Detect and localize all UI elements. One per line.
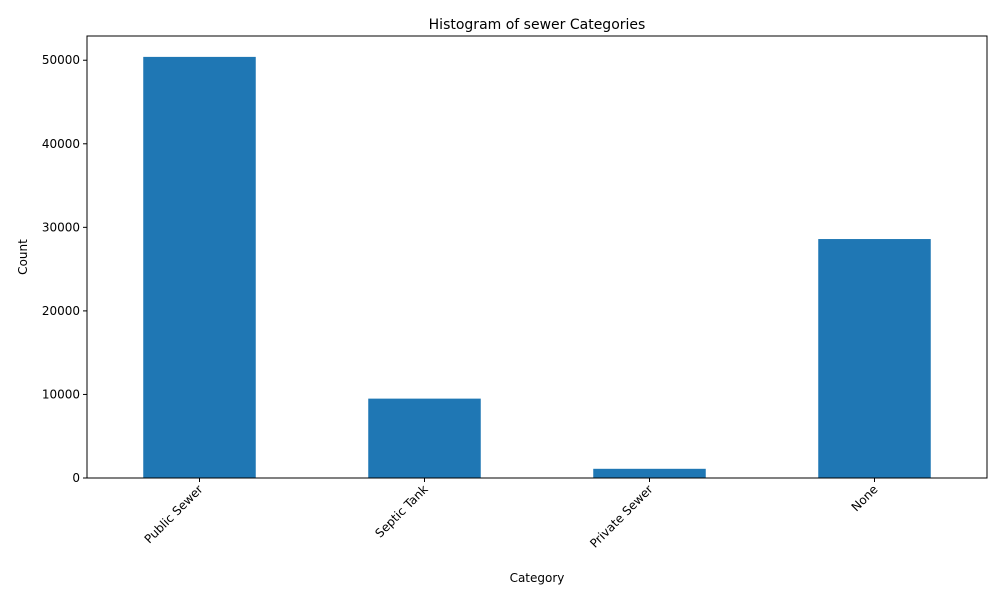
bars (143, 56, 931, 479)
x-axis-label: Category (510, 571, 565, 585)
y-axis-label: Count (16, 239, 30, 275)
y-tick-label: 20000 (42, 304, 80, 318)
y-tick-label: 50000 (42, 53, 80, 67)
y-tick-label: 30000 (42, 220, 80, 234)
y-tick-label: 0 (72, 471, 80, 485)
y-tick-label: 40000 (42, 137, 80, 151)
x-tick-label: Public Sewer (142, 482, 206, 546)
bar-none (818, 239, 931, 478)
x-axis: Public Sewer Septic Tank Private Sewer None (142, 478, 881, 551)
y-axis: 0 10000 20000 30000 40000 50000 (42, 53, 87, 485)
x-tick-label: None (849, 482, 881, 514)
y-tick-label: 10000 (42, 387, 80, 401)
x-tick-label: Private Sewer (587, 482, 655, 550)
x-tick-label: Septic Tank (372, 482, 430, 540)
bar-private-sewer (593, 468, 706, 478)
chart-title: Histogram of sewer Categories (429, 17, 646, 33)
plot-frame (86, 35, 988, 479)
bar-septic-tank (368, 398, 481, 478)
bar-public-sewer (143, 56, 256, 479)
